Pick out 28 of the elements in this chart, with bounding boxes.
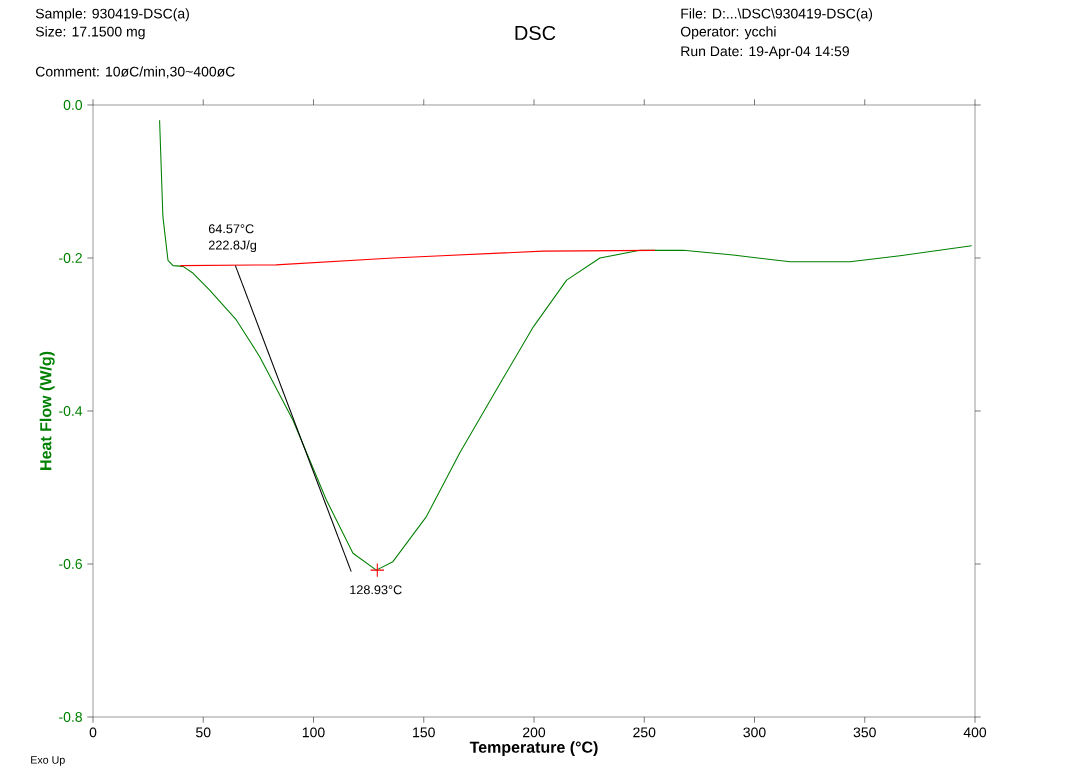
text: File: D:...\DSC\930419-DSC(a) <box>681 8 873 22</box>
x-axis-title: Temperature (°C) <box>469 741 598 757</box>
x-tick-label: 350 <box>853 727 876 738</box>
x-tick-label: 0 <box>89 727 97 738</box>
y-tick-label: -0.4 <box>59 406 83 416</box>
x-tick-label: 100 <box>302 727 325 738</box>
y-tick-label: -0.8 <box>59 712 82 722</box>
text: Exo Up <box>31 756 65 766</box>
x-tick-label: 300 <box>743 727 766 738</box>
y-tick-label: 0.0 <box>63 100 83 110</box>
chart-title: DSC <box>515 25 556 41</box>
annotation: 222.8J/g <box>208 240 257 253</box>
x-tick-label: 200 <box>523 727 546 738</box>
y-tick-label: -0.2 <box>59 253 82 263</box>
annotation: 64.57°C <box>208 224 254 234</box>
annotation: 128.93°C <box>350 585 402 595</box>
y-axis-title: Heat Flow (W/g) <box>39 351 55 470</box>
line-series <box>159 119 973 571</box>
text: Size: 17.1500 mg <box>35 26 145 40</box>
text: Sample: 930419-DSC(a) <box>35 8 189 22</box>
text: Run Date: 19-Apr-04 14:59 <box>681 46 849 59</box>
y-tick-label: -0.6 <box>59 559 82 569</box>
text: Comment: 10øC/min,30~400øC <box>35 66 235 79</box>
x-tick-label: 50 <box>196 727 211 738</box>
x-tick-label: 150 <box>413 727 435 738</box>
x-tick-label: 400 <box>963 727 987 738</box>
text: Operator: ycchi <box>680 26 776 40</box>
x-tick-label: 250 <box>633 727 656 738</box>
